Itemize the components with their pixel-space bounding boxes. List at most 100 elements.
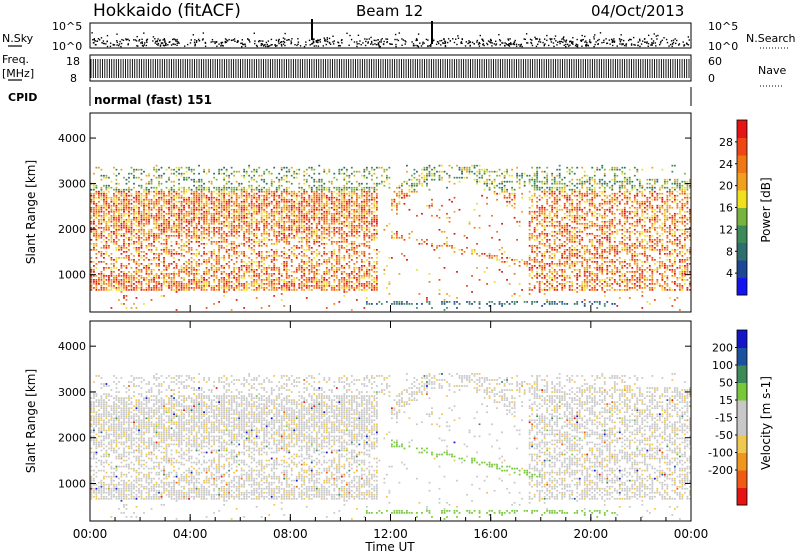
power-echo	[348, 210, 351, 213]
power-echo	[90, 210, 93, 213]
power-echo	[208, 198, 210, 201]
power-echo	[128, 277, 130, 279]
power-echo	[175, 194, 178, 197]
power-echo	[113, 218, 115, 221]
power-echo	[190, 263, 193, 265]
power-echo	[288, 190, 291, 193]
power-echo	[150, 248, 153, 251]
power-echo	[158, 218, 160, 221]
noise-dot	[313, 41, 315, 44]
power-echo	[358, 196, 361, 199]
noise-dot	[519, 45, 521, 48]
noise-dot	[482, 43, 485, 45]
power-echo	[213, 275, 216, 277]
power-echo	[155, 216, 158, 219]
noise-dot	[499, 40, 502, 42]
noise-dot	[260, 43, 263, 45]
power-echo	[103, 289, 105, 291]
power-echo	[200, 254, 203, 257]
power-echo	[258, 174, 261, 177]
power-echo	[233, 275, 236, 277]
noise-dot	[332, 41, 334, 43]
power-echo	[333, 248, 336, 251]
power-echo	[178, 281, 180, 283]
noise-dot	[357, 34, 360, 37]
power-echo	[143, 254, 145, 257]
power-echo	[290, 214, 293, 217]
noise-dot	[145, 39, 148, 42]
power-echo	[248, 222, 251, 225]
noise-dot	[222, 45, 224, 47]
power-echo	[355, 196, 358, 199]
power-echo	[230, 258, 233, 261]
power-echo	[150, 202, 153, 205]
power-echo	[175, 281, 178, 283]
power-echo	[240, 188, 243, 191]
power-echo	[250, 190, 253, 193]
noise-dot	[594, 34, 596, 36]
power-echo	[245, 214, 248, 217]
power-echo	[105, 224, 108, 227]
power-echo	[270, 200, 273, 203]
noise-dot	[194, 43, 196, 45]
power-echo	[288, 240, 291, 243]
power-echo	[278, 254, 281, 257]
noise-dot	[429, 45, 431, 47]
power-echo	[243, 198, 246, 201]
noise-dot	[337, 45, 340, 47]
power-echo	[218, 232, 221, 235]
power-echo	[118, 190, 120, 193]
noise-dot	[202, 32, 205, 34]
power-echo	[93, 275, 95, 277]
noise-dot	[527, 42, 529, 44]
power-echo	[198, 186, 200, 189]
power-echo	[180, 224, 183, 227]
power-echo	[205, 214, 208, 217]
power-echo	[340, 192, 343, 195]
power-echo	[303, 273, 306, 275]
noise-dot	[224, 40, 227, 43]
power-echo	[270, 178, 273, 181]
power-echo	[200, 281, 203, 283]
power-echo	[325, 236, 328, 239]
power-echo	[308, 258, 311, 261]
power-echo	[210, 240, 213, 243]
power-echo	[340, 200, 343, 203]
power-echo	[345, 200, 348, 203]
power-echo	[250, 214, 253, 217]
power-echo	[285, 200, 288, 203]
power-echo	[180, 204, 183, 207]
power-echo	[333, 289, 336, 291]
power-echo	[215, 200, 218, 203]
power-echo	[305, 210, 308, 213]
power-echo	[143, 210, 145, 213]
power-echo	[230, 234, 233, 237]
power-echo	[173, 277, 175, 279]
power-echo	[280, 206, 283, 209]
power-echo	[203, 285, 205, 287]
power-echo	[123, 238, 125, 241]
power-echo	[200, 184, 203, 187]
power-echo	[158, 289, 160, 291]
power-echo	[188, 246, 190, 249]
power-echo	[188, 267, 190, 269]
noise-dot	[505, 43, 508, 45]
power-echo	[320, 254, 323, 257]
power-echo	[193, 184, 195, 187]
power-echo	[213, 289, 216, 291]
power-echo	[303, 204, 306, 207]
power-echo	[265, 204, 268, 207]
power-echo	[298, 194, 301, 197]
power-echo	[190, 256, 193, 259]
power-echo	[278, 202, 281, 205]
power-echo	[333, 265, 336, 267]
power-echo	[235, 218, 238, 221]
power-echo	[210, 196, 213, 199]
power-echo	[283, 202, 286, 205]
noise-dot	[284, 32, 286, 35]
power-echo	[93, 246, 95, 249]
power-echo	[255, 198, 258, 201]
power-echo	[198, 279, 200, 281]
power-echo	[183, 242, 185, 245]
